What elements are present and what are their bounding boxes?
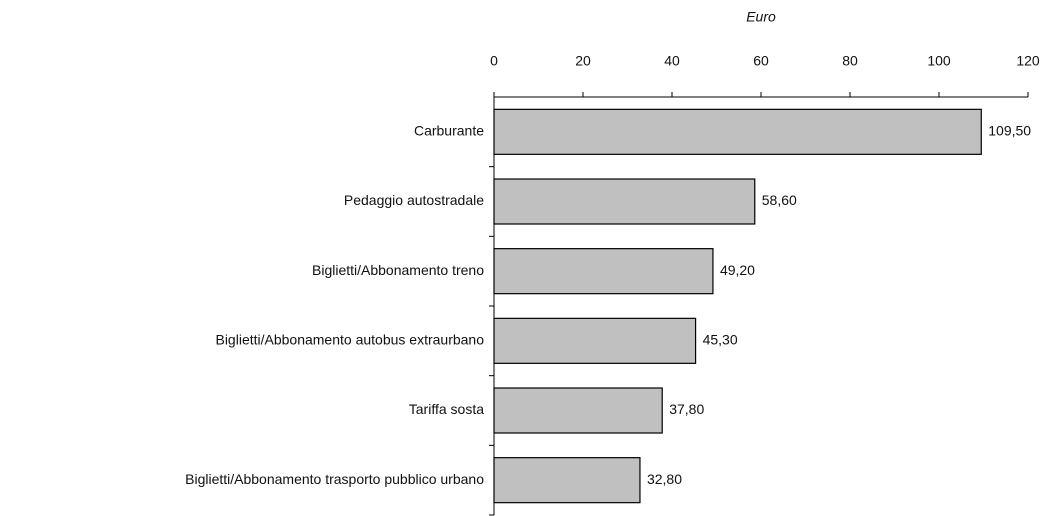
x-tick-label: 80: [842, 53, 858, 69]
x-tick-label: 0: [490, 53, 498, 69]
bar: [493, 178, 756, 225]
y-tick-label: Tariffa sosta: [409, 401, 484, 417]
y-tick-label: Carburante: [414, 123, 484, 139]
x-tick-label: 20: [575, 53, 591, 69]
x-tick-label: 120: [1016, 53, 1040, 69]
value-label: 32,80: [647, 471, 682, 487]
value-label: 49,20: [720, 262, 755, 278]
x-tick-label: 40: [664, 53, 680, 69]
value-label: 109,50: [988, 123, 1031, 139]
bar: [493, 108, 982, 155]
y-tick-label: Biglietti/Abbonamento autobus extraurban…: [215, 332, 484, 348]
y-tick-label: Pedaggio autostradale: [344, 192, 484, 208]
y-tick-label: Biglietti/Abbonamento treno: [312, 262, 484, 278]
bar: [493, 317, 697, 364]
bar: [493, 457, 641, 504]
y-tick-label: Biglietti/Abbonamento trasporto pubblico…: [185, 471, 484, 487]
x-tick-label: 60: [753, 53, 769, 69]
bar: [493, 387, 663, 434]
bar: [493, 248, 714, 295]
value-label: 45,30: [703, 332, 738, 348]
x-tick-label: 100: [927, 53, 951, 69]
value-label: 58,60: [762, 192, 797, 208]
value-label: 37,80: [669, 401, 704, 417]
x-axis-label: Euro: [746, 9, 776, 25]
